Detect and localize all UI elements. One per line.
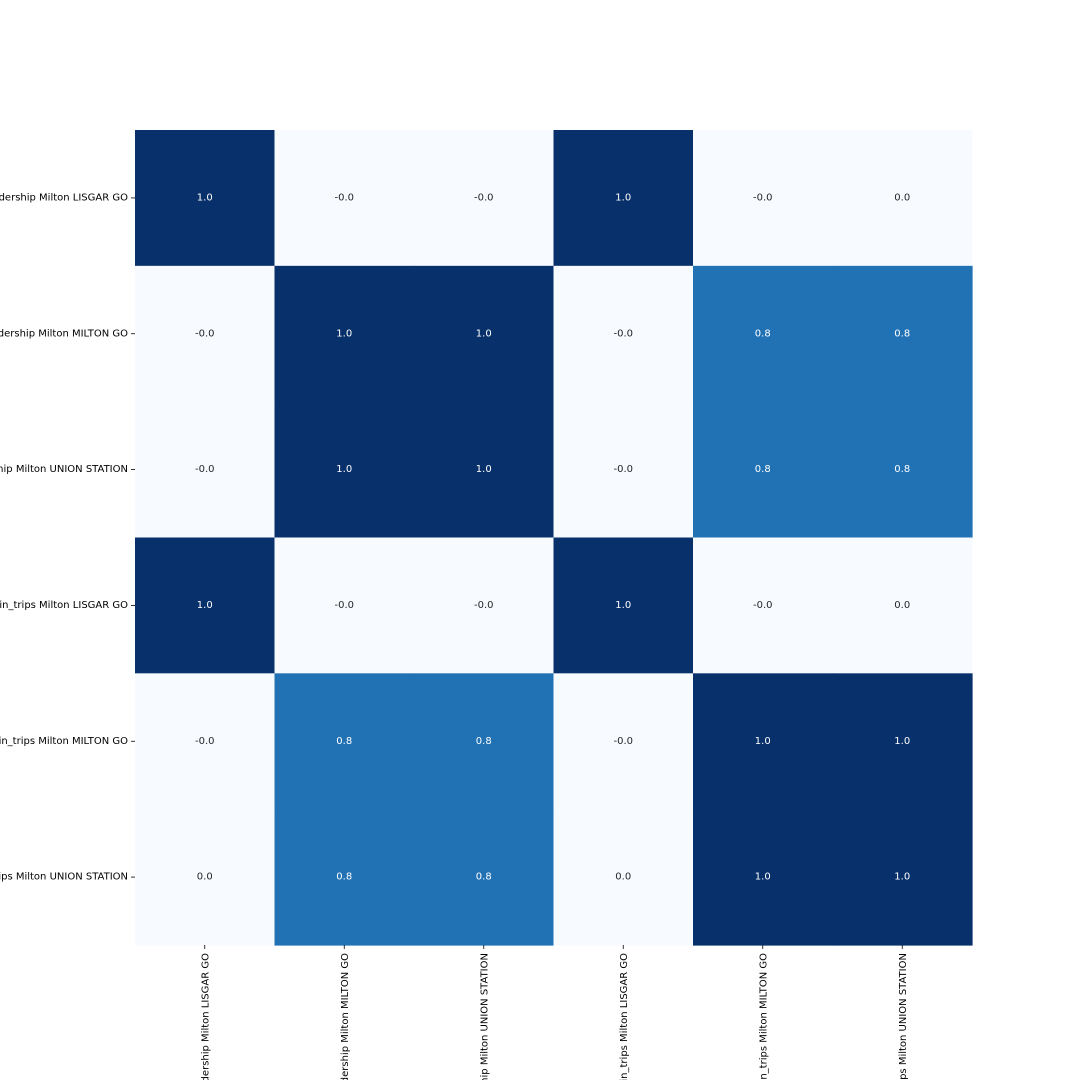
cell-value-label: 1.0 bbox=[197, 600, 213, 611]
cell-value-label: 1.0 bbox=[197, 192, 213, 203]
heatmap-cell-r5-c0 bbox=[135, 809, 276, 946]
heatmap-cells bbox=[135, 130, 973, 946]
heatmap-cell-r0-c5 bbox=[832, 130, 973, 267]
x-tick-label: in_trips Milton LISGAR GO bbox=[619, 953, 630, 1080]
heatmap-cell-r3-c0 bbox=[135, 537, 276, 674]
x-tick-label: hip Milton UNION STATION bbox=[479, 953, 490, 1080]
cell-value-label: -0.0 bbox=[474, 600, 494, 611]
heatmap-cell-r4-c4 bbox=[693, 673, 834, 810]
cell-value-label: 1.0 bbox=[755, 872, 771, 883]
heatmap-cell-r0-c3 bbox=[553, 130, 694, 267]
heatmap-cell-r3-c3 bbox=[553, 537, 694, 674]
heatmap-cell-r0-c0 bbox=[135, 130, 276, 267]
heatmap-cell-r5-c2 bbox=[414, 809, 555, 946]
heatmap-cell-r1-c0 bbox=[135, 265, 276, 403]
cell-value-label: 0.0 bbox=[197, 872, 213, 883]
heatmap-cell-r2-c3 bbox=[553, 401, 694, 539]
x-axis-ticks: dership Milton LISGAR GO dership Milton M… bbox=[200, 945, 909, 1080]
cell-value-label: 0.8 bbox=[894, 464, 910, 475]
y-tick-label: dership Milton MILTON GO bbox=[0, 328, 128, 339]
y-tick-label: in_trips Milton MILTON GO bbox=[0, 736, 128, 747]
heatmap-cell-r5-c3 bbox=[553, 809, 694, 946]
y-tick-label: ips Milton UNION STATION bbox=[0, 872, 128, 883]
cell-value-label: 0.0 bbox=[894, 192, 910, 203]
heatmap-cell-r0-c4 bbox=[693, 130, 834, 267]
heatmap-cell-r2-c5 bbox=[832, 401, 973, 539]
heatmap-cell-r4-c2 bbox=[414, 673, 555, 810]
cell-value-label: -0.0 bbox=[334, 192, 354, 203]
heatmap-cell-r2-c2 bbox=[414, 401, 555, 539]
cell-value-label: -0.0 bbox=[334, 600, 354, 611]
cell-value-label: 1.0 bbox=[615, 600, 631, 611]
y-tick-label: dership Milton LISGAR GO bbox=[0, 192, 128, 203]
heatmap-cell-r4-c3 bbox=[553, 673, 694, 810]
cell-value-label: -0.0 bbox=[195, 328, 215, 339]
heatmap-cell-r1-c3 bbox=[553, 265, 694, 403]
x-tick-label: ps Milton UNION STATION bbox=[898, 953, 909, 1080]
heatmap-cell-r5-c4 bbox=[693, 809, 834, 946]
cell-value-label: -0.0 bbox=[613, 328, 633, 339]
heatmap-cell-r4-c5 bbox=[832, 673, 973, 810]
heatmap-cell-r1-c1 bbox=[274, 265, 415, 403]
cell-value-label: -0.0 bbox=[613, 736, 633, 747]
cell-value-label: 0.8 bbox=[755, 464, 771, 475]
cell-value-label: -0.0 bbox=[753, 600, 773, 611]
cell-value-label: 1.0 bbox=[755, 736, 771, 747]
cell-value-label: 0.0 bbox=[894, 600, 910, 611]
x-tick-label: dership Milton LISGAR GO bbox=[200, 953, 211, 1080]
cell-value-label: 1.0 bbox=[894, 736, 910, 747]
heatmap-cell-r1-c4 bbox=[693, 265, 834, 403]
heatmap-cell-r4-c0 bbox=[135, 673, 276, 810]
x-tick-label: in_trips Milton MILTON GO bbox=[758, 953, 769, 1080]
heatmap-cell-r2-c1 bbox=[274, 401, 415, 539]
cell-value-label: 0.8 bbox=[476, 872, 492, 883]
cell-value-label: 0.8 bbox=[755, 328, 771, 339]
cell-value-label: 1.0 bbox=[336, 328, 352, 339]
cell-value-label: 1.0 bbox=[476, 328, 492, 339]
cell-value-label: 1.0 bbox=[476, 464, 492, 475]
cell-value-label: 0.8 bbox=[336, 736, 352, 747]
heatmap-cell-r4-c1 bbox=[274, 673, 415, 810]
cell-value-label: -0.0 bbox=[195, 464, 215, 475]
heatmap-cell-r1-c5 bbox=[832, 265, 973, 403]
y-tick-label: hip Milton UNION STATION bbox=[0, 464, 128, 475]
cell-value-label: 1.0 bbox=[615, 192, 631, 203]
cell-value-label: -0.0 bbox=[613, 464, 633, 475]
cell-value-label: 0.8 bbox=[894, 328, 910, 339]
cell-value-label: 0.8 bbox=[336, 872, 352, 883]
cell-value-label: -0.0 bbox=[753, 192, 773, 203]
heatmap-cell-r2-c4 bbox=[693, 401, 834, 539]
cell-value-label: 0.0 bbox=[615, 872, 631, 883]
heatmap-cell-r5-c5 bbox=[832, 809, 973, 946]
heatmap-cell-labels: 1.0 -0.0 -0.0 1.0 -0.0 0.0 -0.0 1.0 1.0 -0.0 0.8 0.… bbox=[195, 192, 910, 882]
heatmap-cell-r3-c5 bbox=[832, 537, 973, 674]
heatmap-cell-r1-c2 bbox=[414, 265, 555, 403]
cell-value-label: 0.8 bbox=[476, 736, 492, 747]
cell-value-label: -0.0 bbox=[195, 736, 215, 747]
cell-value-label: 1.0 bbox=[336, 464, 352, 475]
heatmap-cell-r2-c0 bbox=[135, 401, 276, 539]
heatmap-cell-r3-c4 bbox=[693, 537, 834, 674]
y-axis-ticks: dership Milton LISGAR GO dership Milton M… bbox=[0, 192, 135, 883]
heatmap-cell-r0-c1 bbox=[274, 130, 415, 267]
x-tick-label: dership Milton MILTON GO bbox=[340, 953, 351, 1080]
y-tick-label: in_trips Milton LISGAR GO bbox=[0, 600, 128, 611]
heatmap-cell-r0-c2 bbox=[414, 130, 555, 267]
heatmap-cell-r3-c2 bbox=[414, 537, 555, 674]
heatmap-cell-r3-c1 bbox=[274, 537, 415, 674]
heatmap-cell-r5-c1 bbox=[274, 809, 415, 946]
cell-value-label: 1.0 bbox=[894, 872, 910, 883]
cell-value-label: -0.0 bbox=[474, 192, 494, 203]
